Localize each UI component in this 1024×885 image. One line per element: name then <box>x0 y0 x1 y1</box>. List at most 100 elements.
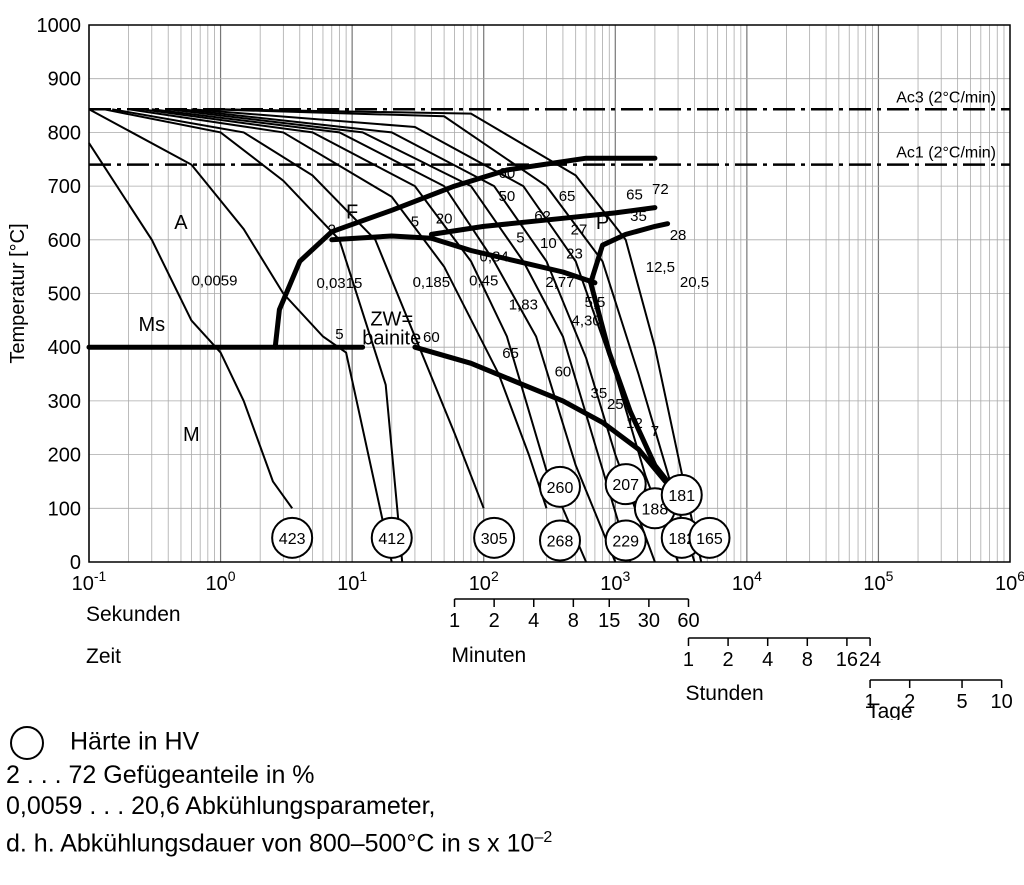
cooling-parameter-label: 2,77 <box>545 274 574 291</box>
phase-percentage-label: 65 <box>559 188 576 205</box>
legend-definition: d. h. Abkühlungsdauer von 800–500°C in s… <box>6 829 553 858</box>
phase-percentage-label: 35 <box>591 385 608 402</box>
y-axis-label: Temperatur [°C] <box>7 223 29 363</box>
phase-percentage-label: 25 <box>607 396 624 413</box>
reference-lines: Ac3 (2°C/min) Ac1 (2°C/min) <box>89 89 1010 166</box>
cooling-parameter-label: 0,45 <box>469 272 498 289</box>
cooling-curve <box>103 108 404 563</box>
region-label: F <box>346 201 358 223</box>
region-label: ZW= <box>370 309 413 331</box>
hardness-circle <box>604 519 647 562</box>
cooling-parameter-label: 12,5 <box>646 259 675 276</box>
hardness-value: 181 <box>668 488 695 505</box>
y-tick-label: 1000 <box>37 15 82 37</box>
hardness-circle-icon <box>10 726 44 760</box>
phase-percentage-label: 50 <box>499 188 516 205</box>
cooling-parameter-label: 0,0059 <box>192 272 238 289</box>
minutes-axis-tick-label: 30 <box>638 610 660 632</box>
transformation-lines <box>86 155 671 484</box>
y-tick-label: 0 <box>70 552 81 574</box>
phase-percentage-label: 65 <box>502 345 519 362</box>
x-tick-label: 100 <box>206 568 236 595</box>
cooling-parameter-label: 0,185 <box>413 274 451 291</box>
phase-percentage-label: 27 <box>571 221 588 238</box>
x-tick-label: 103 <box>600 568 630 595</box>
days-axis-tick-label: 10 <box>991 691 1013 713</box>
y-tick-label: 400 <box>48 337 81 359</box>
transformation-line <box>588 280 671 484</box>
phase-percentage-label: 72 <box>652 181 669 198</box>
hardness-value: 165 <box>696 531 723 548</box>
cooling-curve <box>141 108 588 563</box>
transformation-line <box>428 205 658 237</box>
hours-axis-tick-label: 2 <box>723 649 734 671</box>
y-tick-label: 500 <box>48 284 81 306</box>
phase-percentage-label: 23 <box>566 246 583 263</box>
transformation-line <box>272 155 658 350</box>
days-axis-tick-label: 1 <box>865 691 876 713</box>
region-label: M <box>183 424 200 446</box>
phase-percentage-label: 62 <box>534 208 551 225</box>
cooling-curve <box>128 108 548 509</box>
cooling-curve <box>112 108 485 509</box>
phase-percentage-label: 28 <box>670 227 687 244</box>
phase-percentage-label: 20 <box>436 211 453 228</box>
y-tick-label: 300 <box>48 391 81 413</box>
region-label: Ms <box>138 314 165 336</box>
hardness-value: 229 <box>612 534 639 551</box>
plot-frame <box>88 24 1011 563</box>
cooling-curve <box>151 108 617 563</box>
hardness-value: 207 <box>612 477 639 494</box>
hours-axis-tick-label: 24 <box>859 649 881 671</box>
hours-axis-tick-label: 8 <box>802 649 813 671</box>
hardness-value: 305 <box>481 531 508 548</box>
cooling-parameter-label: 0,84 <box>480 248 509 265</box>
cooling-curve <box>180 108 656 563</box>
hardness-circle <box>370 516 413 559</box>
phase-percentage-label: 5 <box>335 326 343 343</box>
x-tick-label: 10-1 <box>72 568 107 595</box>
legend: Härte in HV 2 . . . 72 Gefügeanteile in … <box>6 726 552 859</box>
minutes-axis-tick-label: 15 <box>598 610 620 632</box>
phase-percentage-label: 10 <box>540 235 557 252</box>
phase-percentage-label: 60 <box>555 364 572 381</box>
reference-label: Ac1 (2°C/min) <box>896 145 996 162</box>
legend-fractions: 2 . . . 72 Gefügeanteile in % <box>6 761 315 789</box>
hardness-value: 182 <box>668 531 695 548</box>
hardness-circle <box>538 519 581 562</box>
phase-percentage-label: 60 <box>423 329 440 346</box>
cooling-curve <box>88 108 393 563</box>
y-tick-label: 600 <box>48 230 81 252</box>
phase-percentage-label: 2 <box>328 221 336 238</box>
y-tick-label: 100 <box>48 498 81 520</box>
minutes-axis-tick-label: 60 <box>677 610 699 632</box>
days-axis-tick-label: 5 <box>956 691 967 713</box>
reference-label: Ac3 (2°C/min) <box>896 89 996 106</box>
region-label: P <box>596 212 609 234</box>
hardness-circle <box>660 473 703 516</box>
seconds-label: Sekunden <box>86 603 181 626</box>
hardness-value: 412 <box>378 531 405 548</box>
cooling-parameter-label: 0,0315 <box>316 275 362 292</box>
x-tick-label: 105 <box>863 568 893 595</box>
x-tick-label: 102 <box>469 568 499 595</box>
cct-diagram: Ac3 (2°C/min) Ac1 (2°C/min) A F P M Ms ZW=bain… <box>7 15 1024 720</box>
phase-percentage-label: 60 <box>499 165 516 182</box>
y-tick-label: 900 <box>48 69 81 91</box>
cooling-parameter-label: 5,5 <box>584 294 605 311</box>
legend-hardness: Härte in HV <box>6 726 552 760</box>
phase-percentage-label: 12 <box>626 415 643 432</box>
cooling-curve <box>88 142 294 509</box>
phase-percentage-label: 65 <box>626 187 643 204</box>
region-label: bainite <box>362 328 421 350</box>
transformation-line <box>588 221 671 286</box>
time-label: Zeit <box>86 645 121 668</box>
hardness-circle <box>271 516 314 559</box>
transformation-line <box>412 344 668 484</box>
x-tick-label: 104 <box>732 568 762 595</box>
cooling-curve <box>191 108 680 563</box>
days-label: Tage <box>867 700 913 720</box>
days-axis-tick-label: 2 <box>904 691 915 713</box>
hardness-value: 423 <box>279 531 306 548</box>
cooling-parameter-label: 20,5 <box>680 274 709 291</box>
